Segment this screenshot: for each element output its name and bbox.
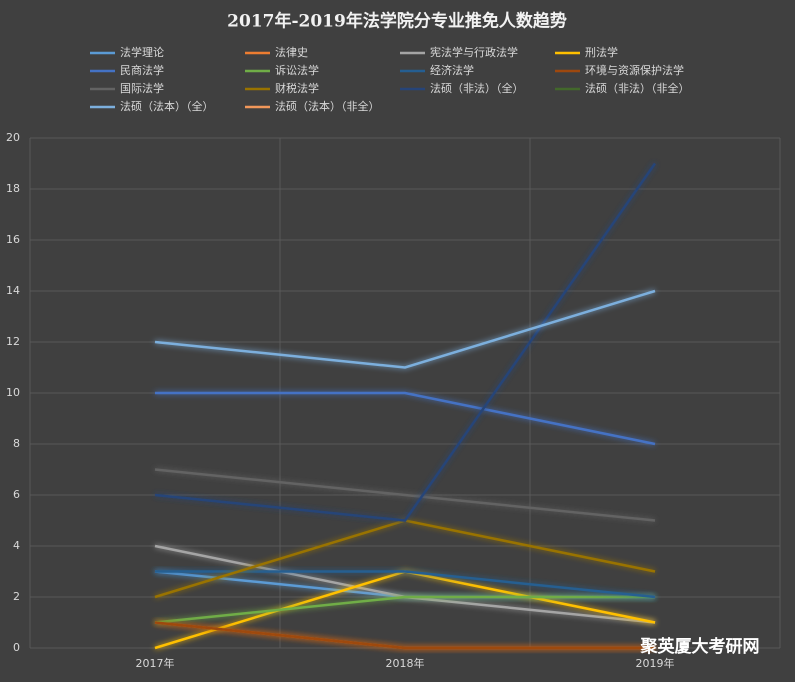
y-tick-label: 6 xyxy=(13,488,20,501)
legend-label: 经济法学 xyxy=(430,63,474,77)
legend-label: 法学理论 xyxy=(120,45,164,59)
series-line xyxy=(155,391,656,446)
legend-label: 法硕（非法）（非全） xyxy=(585,81,690,95)
legend-label: 国际法学 xyxy=(120,81,164,95)
watermark: 聚英厦大考研网 xyxy=(640,636,760,657)
legend-label: 刑法学 xyxy=(585,45,618,59)
legend-label: 法律史 xyxy=(275,45,308,59)
series-line xyxy=(154,162,657,522)
y-tick-label: 8 xyxy=(13,437,20,450)
legend-label: 环境与资源保护法学 xyxy=(585,63,684,77)
y-tick-label: 16 xyxy=(6,233,20,246)
legend-label: 财税法学 xyxy=(275,81,319,95)
series-line xyxy=(154,289,656,369)
legend-label: 法硕（法本）（非全） xyxy=(275,99,380,113)
y-tick-label: 4 xyxy=(13,539,20,552)
series-line xyxy=(154,595,655,624)
x-tick-label: 2019年 xyxy=(636,656,675,670)
x-tick-label: 2018年 xyxy=(386,656,425,670)
series-line xyxy=(154,468,656,522)
y-tick-label: 12 xyxy=(6,335,20,348)
legend-label: 诉讼法学 xyxy=(275,63,319,77)
legend-label: 法硕（非法）（全） xyxy=(430,81,524,95)
chart-title: 2017年-2019年法学院分专业推免人数趋势 xyxy=(227,11,567,32)
y-tick-label: 14 xyxy=(6,284,20,297)
legend-label: 宪法学与行政法学 xyxy=(430,45,518,59)
y-tick-label: 2 xyxy=(13,590,20,603)
y-tick-label: 10 xyxy=(6,386,20,399)
legend-label: 民商法学 xyxy=(120,63,164,77)
y-tick-label: 20 xyxy=(6,131,20,144)
x-tick-label: 2017年 xyxy=(136,656,175,670)
y-tick-label: 0 xyxy=(13,641,20,654)
y-tick-label: 18 xyxy=(6,182,20,195)
legend-label: 法硕（法本）（全） xyxy=(120,99,214,113)
